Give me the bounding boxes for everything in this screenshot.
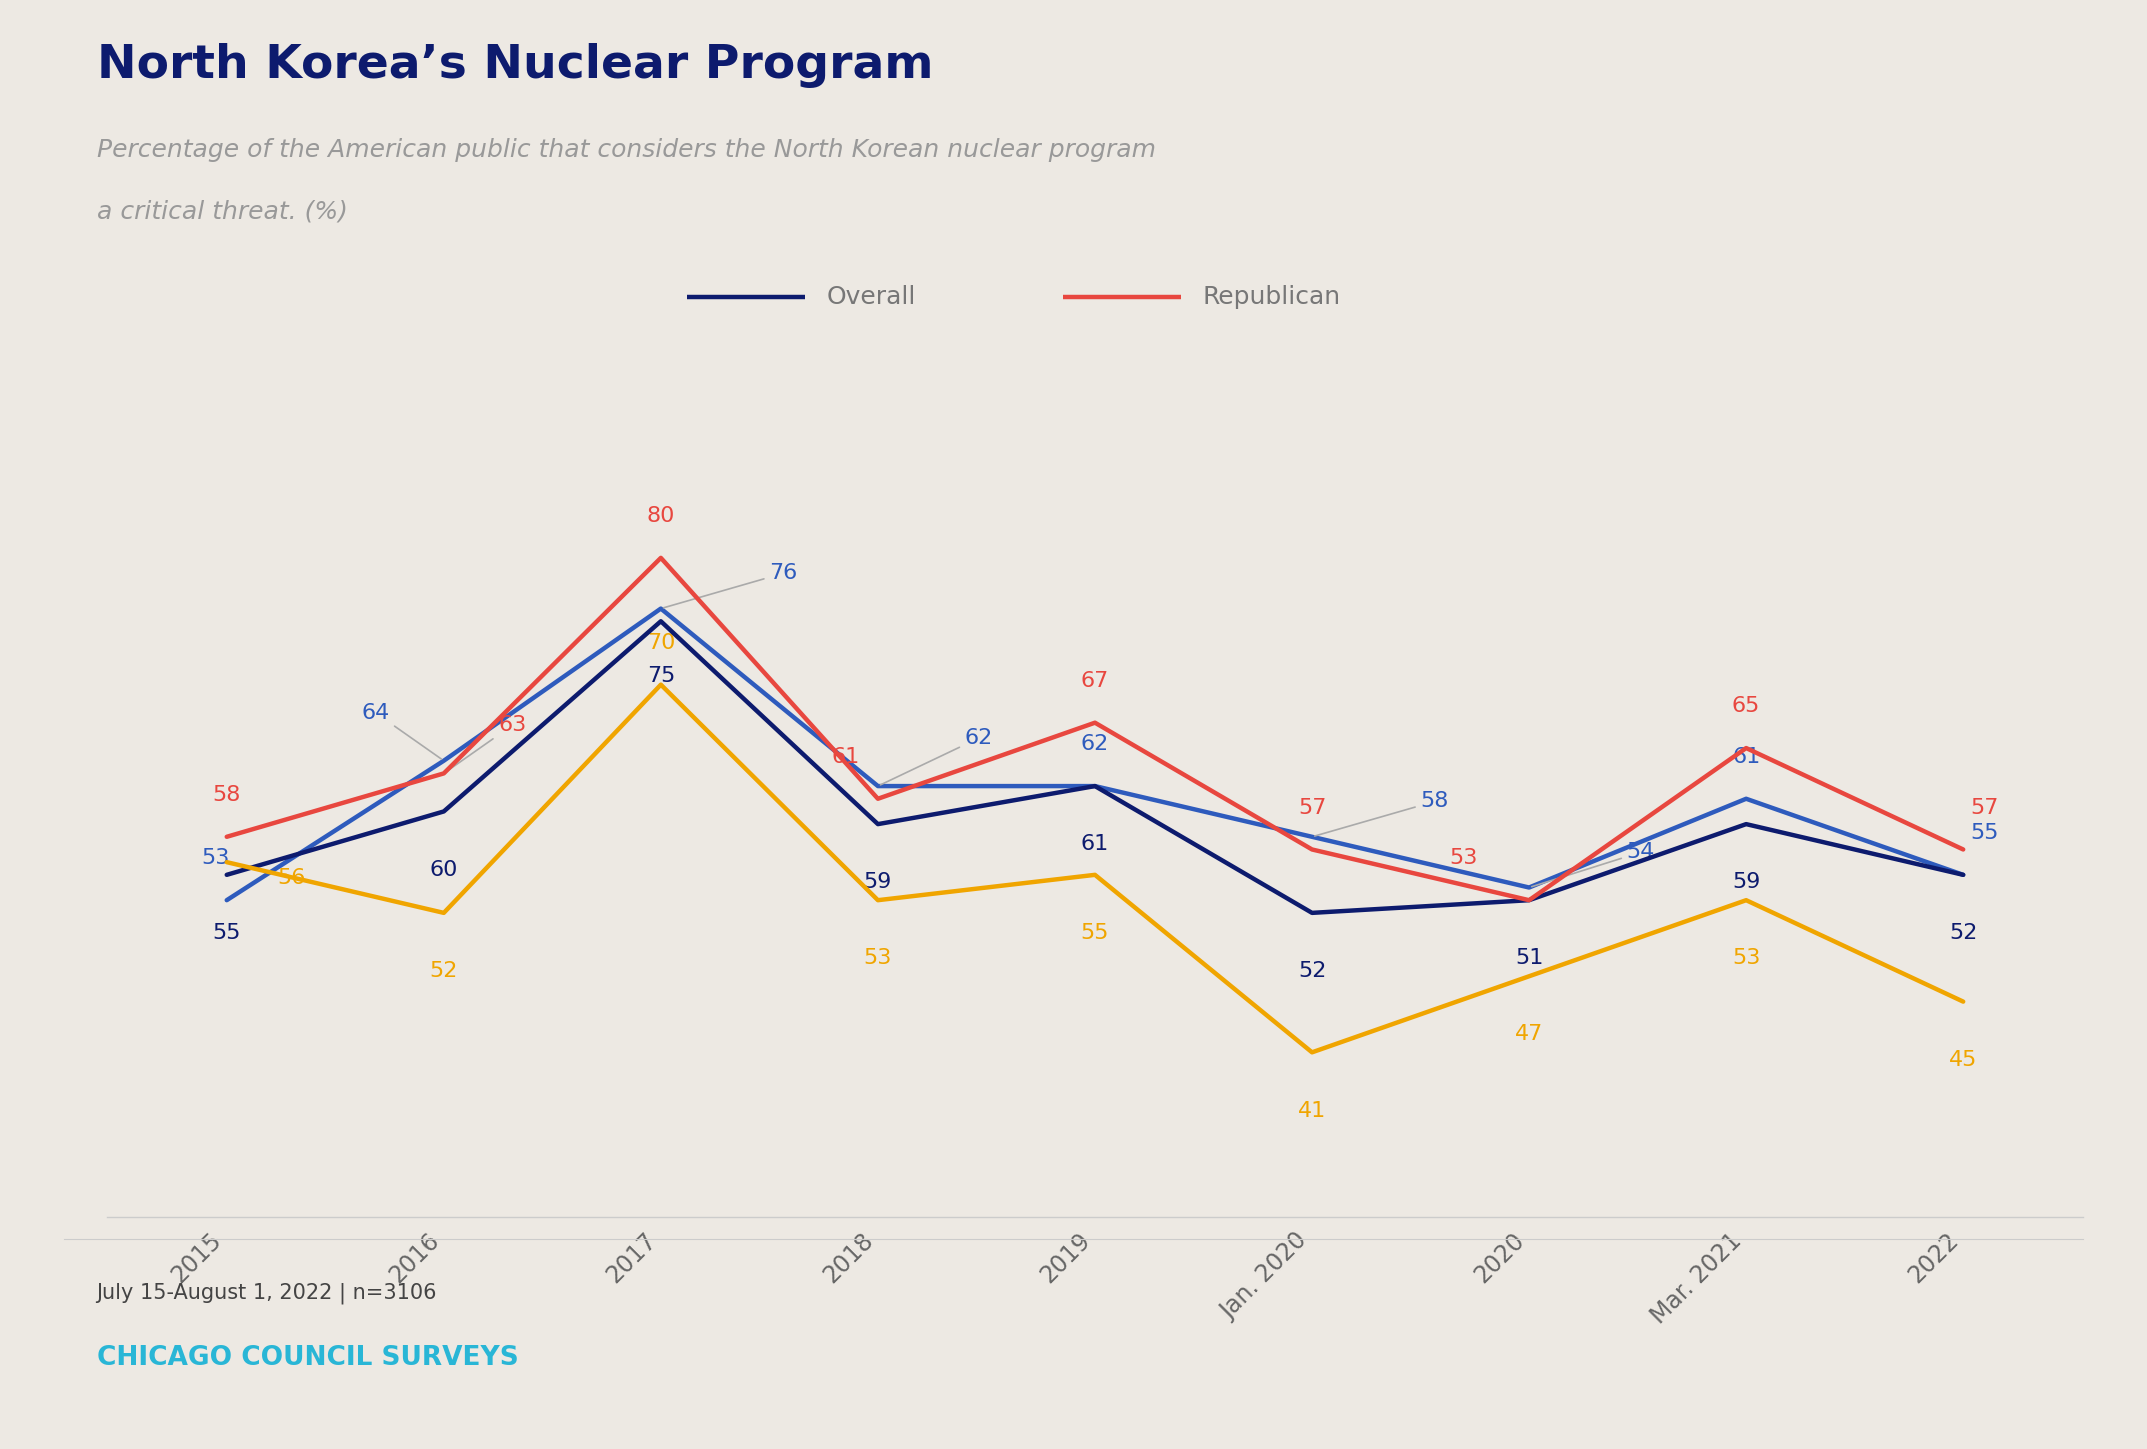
Text: 67: 67 xyxy=(1080,671,1110,691)
Text: 52: 52 xyxy=(1949,923,1977,943)
Text: North Korea’s Nuclear Program: North Korea’s Nuclear Program xyxy=(97,43,934,88)
Text: 57: 57 xyxy=(1971,798,1999,817)
Text: 57: 57 xyxy=(1297,798,1327,817)
Text: 55: 55 xyxy=(1971,823,1999,843)
Text: 52: 52 xyxy=(429,961,457,981)
Text: 55: 55 xyxy=(1080,923,1110,943)
Text: 63: 63 xyxy=(447,716,526,772)
Text: 80: 80 xyxy=(646,506,674,526)
Text: 61: 61 xyxy=(831,748,859,767)
Text: 53: 53 xyxy=(202,849,230,868)
Text: Overall: Overall xyxy=(827,285,917,309)
Text: 59: 59 xyxy=(1733,872,1761,893)
Text: 60: 60 xyxy=(429,859,457,880)
Text: Republican: Republican xyxy=(1202,285,1340,309)
Text: 70: 70 xyxy=(646,633,674,653)
Text: 51: 51 xyxy=(1516,948,1544,968)
Text: 52: 52 xyxy=(1297,961,1327,981)
Text: 61: 61 xyxy=(1080,835,1110,855)
Text: 53: 53 xyxy=(863,948,893,968)
Text: 75: 75 xyxy=(646,665,674,685)
Text: 55: 55 xyxy=(213,923,240,943)
Text: 54: 54 xyxy=(1531,842,1655,887)
Text: 61: 61 xyxy=(1733,748,1761,767)
Text: 56: 56 xyxy=(277,868,307,888)
Text: 47: 47 xyxy=(1516,1024,1544,1045)
Text: 64: 64 xyxy=(361,703,442,759)
Text: 53: 53 xyxy=(1733,948,1761,968)
Text: CHICAGO COUNCIL SURVEYS: CHICAGO COUNCIL SURVEYS xyxy=(97,1345,517,1371)
Text: 76: 76 xyxy=(663,564,799,607)
Text: July 15-August 1, 2022 | n=3106: July 15-August 1, 2022 | n=3106 xyxy=(97,1282,438,1304)
Text: 65: 65 xyxy=(1733,697,1761,716)
Text: Percentage of the American public that considers the North Korean nuclear progra: Percentage of the American public that c… xyxy=(97,138,1155,162)
Text: 45: 45 xyxy=(1949,1049,1977,1069)
Text: 62: 62 xyxy=(1080,735,1110,755)
Text: 58: 58 xyxy=(1314,791,1449,836)
Text: 41: 41 xyxy=(1299,1100,1327,1120)
Text: 62: 62 xyxy=(880,727,992,785)
Text: a critical threat. (%): a critical threat. (%) xyxy=(97,200,348,225)
Text: 58: 58 xyxy=(213,785,240,806)
Text: 59: 59 xyxy=(863,872,893,893)
Text: 53: 53 xyxy=(1449,849,1477,868)
